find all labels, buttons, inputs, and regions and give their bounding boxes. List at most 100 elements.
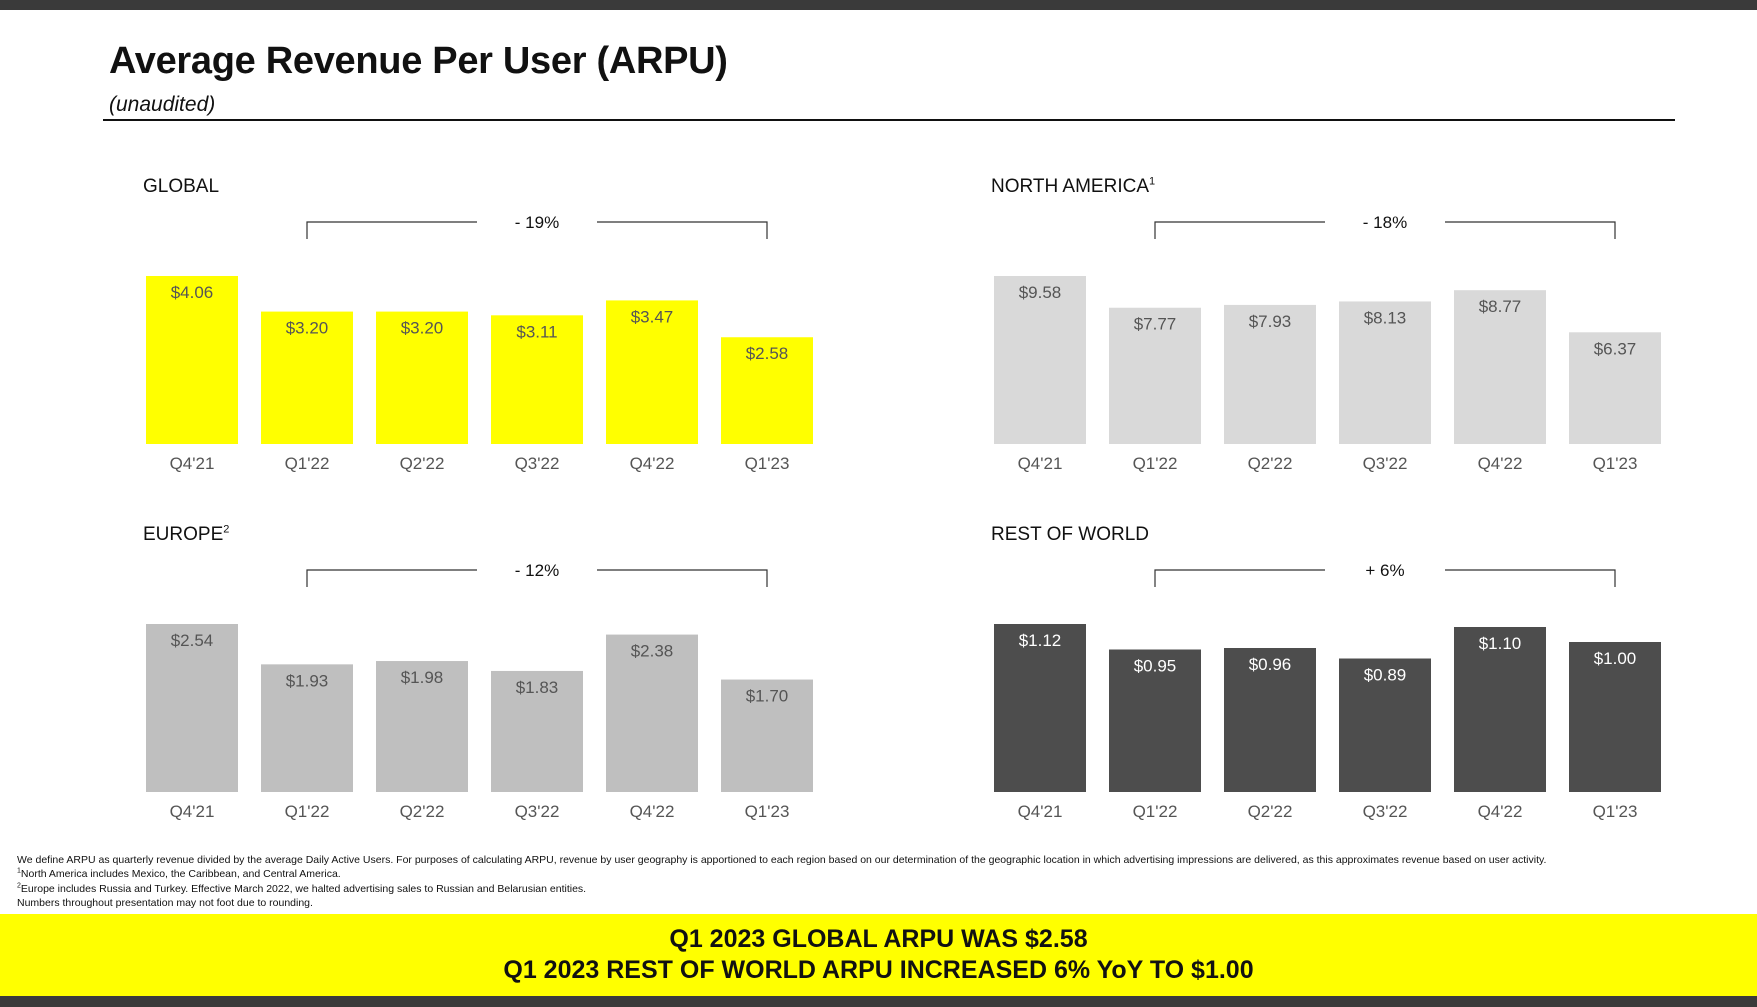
bar-value-label: $1.70	[746, 687, 789, 706]
title-divider	[103, 119, 1675, 121]
bar	[1454, 290, 1546, 444]
bar-value-label: $8.77	[1479, 297, 1522, 316]
x-tick-label: Q3'22	[515, 454, 560, 473]
bar-value-label: $8.13	[1364, 308, 1407, 327]
bar-value-label: $1.10	[1479, 634, 1522, 653]
bar-value-label: $9.58	[1019, 283, 1062, 302]
x-tick-label: Q1'23	[1593, 802, 1638, 821]
bar	[1109, 649, 1201, 792]
bar	[606, 300, 698, 444]
change-bracket-left	[306, 569, 477, 587]
x-tick-label: Q1'23	[745, 802, 790, 821]
change-percent-label: + 6%	[1365, 561, 1404, 580]
chart-panel-europe: EUROPE2 $2.54 Q4'21 $1.93 Q1'22 $1.98 Q2'22 $1…	[143, 524, 903, 834]
footnote-2-text: Europe includes Russia and Turkey. Effec…	[20, 882, 587, 895]
x-tick-label: Q1'23	[745, 454, 790, 473]
footnote-2: 2Europe includes Russia and Turkey. Effe…	[17, 882, 1757, 896]
bar	[1339, 301, 1431, 444]
bar	[376, 661, 468, 792]
footnote-marker: 1	[1149, 175, 1156, 188]
bar	[1224, 648, 1316, 792]
bar-value-label: $2.54	[171, 631, 214, 650]
bar-value-label: $4.06	[171, 283, 214, 302]
change-bracket-left	[1154, 221, 1325, 239]
footnote-1-text: North America includes Mexico, the Carib…	[20, 868, 341, 881]
change-percent-label: - 19%	[515, 213, 559, 232]
bar	[146, 276, 238, 444]
bar-value-label: $3.11	[516, 322, 557, 341]
footnote-2-marker: 2	[17, 882, 21, 890]
page-subtitle: (unaudited)	[109, 93, 216, 116]
chart-panel-global: GLOBAL $4.06 Q4'21 $3.20 Q1'22 $3.20 Q2'22 $3.…	[143, 176, 903, 486]
x-tick-label: Q2'22	[1248, 454, 1293, 473]
footnote-1: 1North America includes Mexico, the Cari…	[17, 867, 1757, 881]
footnote-1-marker: 1	[17, 867, 21, 875]
bottom-bar	[0, 996, 1757, 1007]
summary-banner: Q1 2023 GLOBAL ARPU WAS $2.58 Q1 2023 RE…	[0, 914, 1757, 996]
bar-value-label: $2.38	[631, 642, 674, 661]
x-tick-label: Q4'21	[1018, 454, 1063, 473]
footnote-marker: 2	[223, 523, 230, 536]
x-tick-label: Q1'22	[1133, 454, 1178, 473]
x-tick-label: Q1'22	[285, 454, 330, 473]
bar	[721, 337, 813, 444]
x-tick-label: Q1'23	[1593, 454, 1638, 473]
bar-value-label: $2.58	[746, 344, 789, 363]
footnotes: We define ARPU as quarterly revenue divi…	[17, 853, 1757, 910]
x-tick-label: Q2'22	[1248, 802, 1293, 821]
bar-value-label: $3.47	[631, 307, 674, 326]
footnote-rounding: Numbers throughout presentation may not …	[17, 896, 313, 909]
bar-value-label: $7.77	[1134, 315, 1177, 334]
bar-value-label: $1.00	[1594, 649, 1637, 668]
bar-value-label: $7.93	[1249, 312, 1292, 331]
bar-value-label: $1.93	[286, 671, 329, 690]
x-tick-label: Q2'22	[400, 802, 445, 821]
chart-svg: $4.06 Q4'21 $3.20 Q1'22 $3.20 Q2'22 $3.11 Q3'22…	[146, 213, 813, 473]
x-tick-label: Q1'22	[285, 802, 330, 821]
bar-value-label: $1.12	[1019, 631, 1062, 650]
chart-title-text: NORTH AMERICA	[991, 176, 1150, 197]
x-tick-label: Q3'22	[1363, 802, 1408, 821]
top-bar	[0, 0, 1757, 10]
x-tick-label: Q4'21	[170, 802, 215, 821]
banner-line-2: Q1 2023 REST OF WORLD ARPU INCREASED 6% …	[503, 956, 1254, 984]
x-tick-label: Q4'21	[170, 454, 215, 473]
bar-value-label: $0.89	[1364, 666, 1407, 685]
chart-title: GLOBAL	[143, 176, 219, 198]
chart-title: EUROPE2	[143, 524, 229, 546]
chart-title-text: GLOBAL	[143, 176, 220, 197]
chart-title: NORTH AMERICA1	[991, 176, 1155, 198]
bar	[261, 664, 353, 792]
chart-panel-north-america: NORTH AMERICA1 $9.58 Q4'21 $7.77 Q1'22 $7.93…	[991, 176, 1751, 486]
bar	[1339, 658, 1431, 792]
bar-value-label: $6.37	[1594, 339, 1637, 358]
chart-svg: $2.54 Q4'21 $1.93 Q1'22 $1.98 Q2'22 $1.83 Q3'22…	[146, 561, 813, 821]
x-tick-label: Q4'22	[630, 802, 675, 821]
chart-title-text: REST OF WORLD	[991, 524, 1149, 545]
bar	[1454, 627, 1546, 792]
change-bracket-right	[597, 221, 768, 239]
banner-line-1: Q1 2023 GLOBAL ARPU WAS $2.58	[669, 925, 1088, 953]
chart-panel-rest-of-world: REST OF WORLD $1.12 Q4'21 $0.95 Q1'22 $0.96 Q…	[991, 524, 1751, 834]
bar-value-label: $3.20	[401, 319, 444, 338]
bar-value-label: $3.20	[286, 319, 329, 338]
x-tick-label: Q3'22	[1363, 454, 1408, 473]
bar	[606, 634, 698, 792]
change-bracket-right	[1445, 569, 1616, 587]
bar	[376, 311, 468, 444]
x-tick-label: Q4'21	[1018, 802, 1063, 821]
bar	[994, 276, 1086, 444]
change-bracket-left	[306, 221, 477, 239]
change-bracket-right	[1445, 221, 1616, 239]
chart-svg: $1.12 Q4'21 $0.95 Q1'22 $0.96 Q2'22 $0.89 Q3'22…	[994, 561, 1661, 821]
chart-title-text: EUROPE	[143, 524, 224, 545]
x-tick-label: Q1'22	[1133, 802, 1178, 821]
bar	[721, 679, 813, 792]
footnote-definition: We define ARPU as quarterly revenue divi…	[17, 854, 1547, 866]
bar	[261, 311, 353, 444]
chart-svg: $9.58 Q4'21 $7.77 Q1'22 $7.93 Q2'22 $8.13 Q3'22…	[994, 213, 1661, 473]
change-percent-label: - 12%	[515, 561, 559, 580]
bar	[1569, 332, 1661, 444]
change-bracket-left	[1154, 569, 1325, 587]
bar	[1569, 642, 1661, 792]
